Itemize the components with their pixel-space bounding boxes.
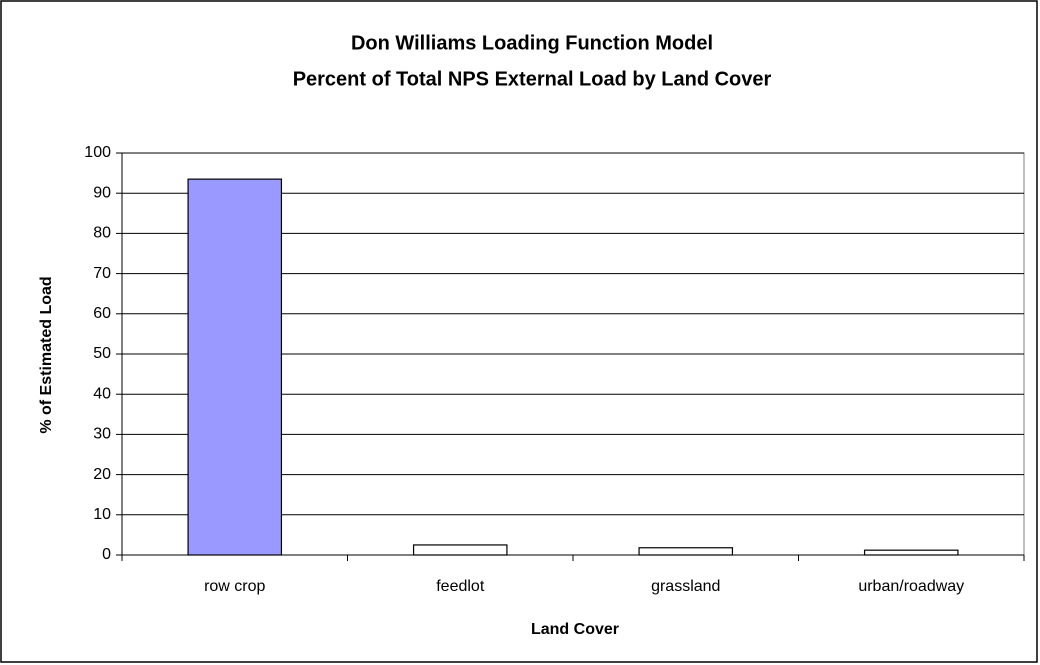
bar — [412, 544, 508, 556]
x-tick-label: feedlot — [436, 578, 485, 595]
y-tick-label: 40 — [93, 385, 111, 402]
bar — [863, 549, 959, 556]
y-tick-label: 80 — [93, 225, 111, 242]
bar — [187, 178, 283, 556]
y-tick-label: 70 — [93, 265, 111, 282]
y-tick-label: 50 — [93, 345, 111, 362]
y-tick-label: 100 — [84, 144, 111, 161]
x-axis-title: Land Cover — [531, 621, 619, 638]
x-tick-label: row crop — [204, 578, 265, 595]
x-tick-label: urban/roadway — [858, 578, 964, 595]
x-tick-label: grassland — [651, 578, 720, 595]
bar — [638, 547, 734, 556]
y-tick-label: 60 — [93, 305, 111, 322]
y-tick-label: 10 — [93, 506, 111, 523]
y-axis-title: % of Estimated Load — [38, 276, 55, 433]
y-tick-label: 30 — [93, 426, 111, 443]
y-tick-label: 20 — [93, 466, 111, 483]
y-tick-label: 90 — [93, 184, 111, 201]
chart-subtitle: Percent of Total NPS External Load by La… — [293, 68, 772, 90]
y-tick-label: 0 — [102, 546, 111, 563]
chart-title: Don Williams Loading Function Model — [351, 32, 713, 54]
